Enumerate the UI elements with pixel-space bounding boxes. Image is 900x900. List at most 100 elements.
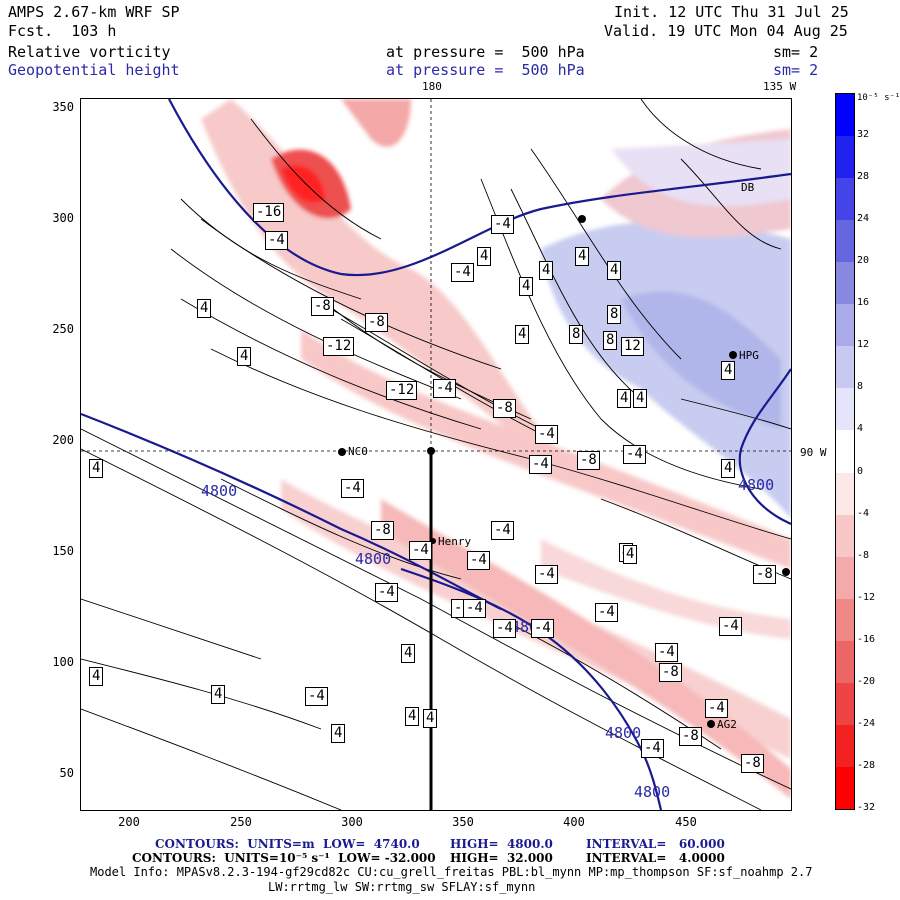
vorticity-label: 4 [423,709,438,728]
vorticity-label: -4 [529,455,552,474]
colorbar-segment [836,514,854,557]
vorticity-label: 4 [211,685,226,704]
valid-time: Valid. 19 UTC Mon 04 Aug 25 [604,22,848,40]
vorticity-label: -4 [265,231,288,250]
footer-model-info: Model Info: MPASv8.2.3-194-gf29cd82c CU:… [90,865,813,879]
x-tick: 350 [452,815,474,829]
vorticity-label: 4 [607,261,622,280]
smoothing-2: sm= 2 [773,61,819,79]
forecast-hour: Fcst. 103 h [8,22,117,40]
field-geopotential: Geopotential height [8,61,180,79]
vorticity-label: -8 [659,663,682,682]
vorticity-label: -4 [491,215,514,234]
colorbar-tick: -28 [857,759,876,771]
colorbar-tick: 12 [857,339,870,351]
vorticity-label: -4 [705,699,728,718]
vorticity-label: -4 [595,603,618,622]
colorbar-segment [836,682,854,725]
colorbar-segment [836,94,854,137]
vorticity-label: 12 [621,337,644,356]
height-label: 4800 [634,783,671,801]
vorticity-label: 8 [607,305,622,324]
colorbar-tick: -32 [857,802,876,813]
vorticity-label: 4 [401,644,416,663]
colorbar-tick: -24 [857,717,876,729]
colorbar-segment [836,388,854,431]
vorticity-label: 4 [721,361,736,380]
colorbar-unit: 10⁻⁵ s⁻¹ [857,93,900,103]
footer-height-contours: CONTOURS: UNITS=m LOW= 4740.0 [155,837,420,851]
vorticity-label: -4 [535,425,558,444]
colorbar-segment [836,346,854,389]
station-ag2: AG2 [717,718,737,731]
y-tick: 300 [52,211,74,225]
smoothing-1: sm= 2 [773,43,819,61]
colorbar-segment [836,724,854,767]
guide-lines [81,99,791,452]
footer-height-high: HIGH= 4800.0 [450,837,553,851]
colorbar-segment [836,262,854,305]
colorbar-segment [836,472,854,515]
colorbar-segment [836,178,854,221]
vorticity-label: -12 [323,337,355,356]
vorticity-label: 4 [237,347,252,366]
station-hpg: HPG [739,349,759,362]
colorbar-segment [836,430,854,473]
colorbar-segment [836,556,854,599]
pressure-level-1: at pressure = 500 hPa [386,43,585,61]
colorbar-segment [836,640,854,683]
vorticity-label: -4 [409,541,432,560]
vorticity-label: -4 [531,619,554,638]
x-tick: 450 [675,815,697,829]
vorticity-label: -4 [467,551,490,570]
y-tick: 350 [52,100,74,114]
y-tick: 250 [52,322,74,336]
vorticity-label: 4 [623,545,638,564]
x-tick: 400 [563,815,585,829]
vorticity-label: 4 [89,459,104,478]
vorticity-label: 4 [633,389,648,408]
vorticity-label: -8 [753,565,776,584]
vorticity-label: -8 [365,313,388,332]
x-tick: 200 [118,815,140,829]
lon-label-180: 180 [422,80,442,93]
height-label: 4800 [201,482,238,500]
vorticity-label: -16 [253,203,285,222]
colorbar-segment [836,598,854,641]
colorbar-segment [836,766,854,809]
colorbar-tick: 4 [857,423,864,435]
pressure-level-2: at pressure = 500 hPa [386,61,585,79]
vorticity-label: 4 [575,247,590,266]
station-nco: NCO [348,445,368,458]
colorbar-tick: 28 [857,171,870,183]
vorticity-label: 4 [515,325,530,344]
vorticity-label: 4 [721,459,736,478]
colorbar-tick: 8 [857,381,864,393]
y-tick: 200 [52,433,74,447]
vorticity-label: -4 [493,619,516,638]
vorticity-label: 4 [617,389,632,408]
colorbar-tick: -4 [857,507,870,519]
station-db: DB [741,181,755,194]
height-label: 4800 [738,476,775,494]
vorticity-label: -4 [375,583,398,602]
y-tick: 150 [52,544,74,558]
field-vorticity: Relative vorticity [8,43,171,61]
vorticity-label: -8 [577,451,600,470]
station-markers [338,215,790,728]
colorbar-tick: 32 [857,129,870,141]
vorticity-label: 4 [539,261,554,280]
colorbar-tick: -12 [857,591,876,603]
x-tick: 300 [341,815,363,829]
colorbar-segment [836,136,854,179]
vorticity-label: 4 [89,667,104,686]
model-title: AMPS 2.67-km WRF SP [8,3,180,21]
vorticity-label: 4 [197,299,212,318]
colorbar-tick: -16 [857,633,876,645]
colorbar-tick: 0 [857,465,864,477]
geopotential-contours [81,99,791,810]
vorticity-label: -4 [341,479,364,498]
vorticity-label: -8 [371,521,394,540]
colorbar-segment [836,220,854,263]
footer-vort-contours: CONTOURS: UNITS=10⁻⁵ s⁻¹ LOW= -32.000 [132,851,436,865]
